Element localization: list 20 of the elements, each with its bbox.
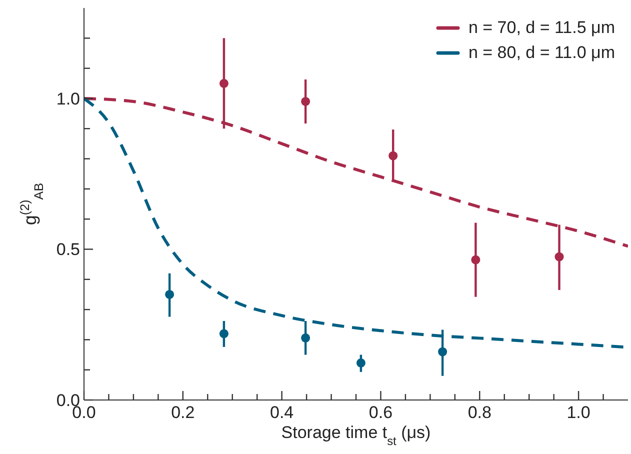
y-tick-label: 0.5 (56, 240, 80, 260)
x-tick-label: 0.8 (468, 403, 492, 422)
x-axis-title: Storage time t$_{st}$ (μs) (281, 423, 431, 448)
legend-label: n = 70, d = 11.5 μm (468, 18, 615, 38)
point (301, 333, 310, 342)
point (301, 96, 310, 106)
point (438, 347, 448, 356)
x-tick-label: 1.0 (566, 403, 590, 422)
point (471, 255, 480, 264)
point (388, 151, 398, 160)
legend-label: n = 80, d = 11.0 μm (468, 43, 615, 63)
x-tick-label: 0.4 (270, 403, 294, 422)
point (356, 358, 366, 368)
x-tick-label: 0.6 (368, 403, 393, 422)
point (554, 252, 564, 262)
point (165, 290, 174, 299)
point (219, 329, 228, 338)
point (219, 78, 228, 88)
y-tick-label: 1.0 (56, 89, 80, 108)
x-tick-label: 0.2 (171, 403, 195, 422)
